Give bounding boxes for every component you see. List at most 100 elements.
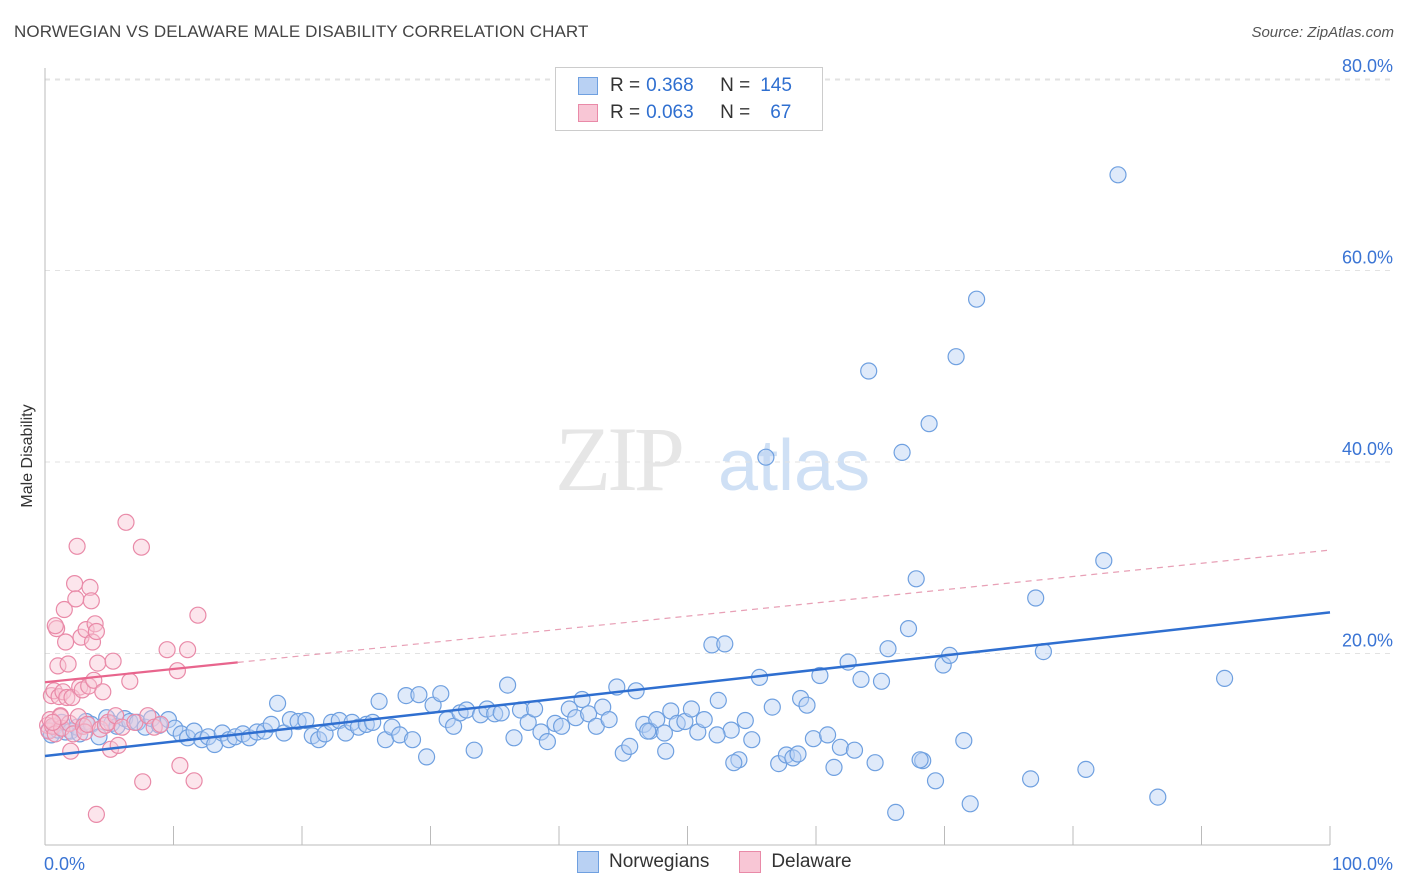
delaware-point <box>56 633 75 651</box>
norwegians-point <box>573 690 591 709</box>
norwegians-point <box>364 713 382 732</box>
norwegians-point <box>961 795 979 813</box>
norwegians-point <box>743 731 761 749</box>
norwegians-point <box>179 729 197 747</box>
norwegians-point <box>955 731 973 750</box>
delaware-point <box>58 688 76 707</box>
norwegians-point <box>1109 166 1127 184</box>
y-tick-label: 60.0% <box>1342 248 1393 268</box>
norwegians-point <box>465 741 483 759</box>
norwegians-point <box>1021 770 1040 788</box>
norwegians-point <box>614 744 632 762</box>
norwegians-point <box>818 726 837 744</box>
delaware-trendline-dashed <box>237 549 1331 664</box>
delaware-point <box>171 756 189 775</box>
delaware-point <box>104 652 122 670</box>
delaware-point <box>81 578 99 597</box>
norwegians-point <box>893 443 911 461</box>
delaware-point <box>121 672 139 690</box>
norwegians-point <box>911 751 929 769</box>
norwegians-point <box>639 722 657 740</box>
norwegians-point <box>967 290 986 308</box>
delaware-legend-icon <box>739 851 762 873</box>
norwegians-point <box>725 754 743 772</box>
delaware-point <box>87 622 106 641</box>
delaware-point <box>78 715 97 734</box>
norwegians-point <box>831 738 850 756</box>
watermark-atlas: atlas <box>718 426 870 506</box>
n-label: N = <box>720 75 751 96</box>
norwegians-point <box>310 731 328 749</box>
legend-item-delaware: Delaware <box>739 851 852 873</box>
delaware-point <box>109 736 127 755</box>
delaware-point <box>132 538 150 556</box>
delaware-point <box>82 592 100 610</box>
norwegians-point <box>432 685 450 703</box>
delaware-point <box>185 772 203 790</box>
delaware-point <box>117 513 135 531</box>
delaware-point <box>113 718 131 736</box>
norwegians-point <box>269 694 287 712</box>
delaware-swatch-icon <box>578 104 598 122</box>
y-tick-label: 80.0% <box>1342 56 1393 76</box>
norwegians-point <box>579 705 598 723</box>
norwegians-point <box>492 704 510 722</box>
norwegians-point <box>391 726 409 744</box>
norwegians-point <box>757 448 775 466</box>
norwegians-point <box>947 348 965 366</box>
norwegians-point <box>716 635 734 653</box>
norwegians-point <box>648 710 666 729</box>
norwegians-point <box>418 748 436 766</box>
norwegians-point <box>899 619 918 638</box>
norwegians-trendline <box>44 611 1331 758</box>
r-label: R = <box>610 75 641 96</box>
norwegians-point <box>695 710 713 729</box>
norwegians-point <box>763 698 781 716</box>
norwegians-point <box>621 737 639 756</box>
watermark-zip: ZIP <box>555 408 682 510</box>
delaware-point <box>67 590 85 608</box>
norwegians-point <box>926 772 945 790</box>
norwegians-point <box>1077 760 1095 779</box>
norwegians-point <box>532 723 550 741</box>
delaware-point <box>94 683 112 701</box>
norwegians-point <box>655 724 674 742</box>
norwegians-point <box>789 745 807 763</box>
norwegians-point <box>1149 788 1167 806</box>
norwegians-point <box>600 710 618 729</box>
n-label: N = <box>720 102 751 123</box>
norwegians-point <box>887 803 905 822</box>
delaware-point <box>168 662 186 680</box>
x-tick-label-min: 0.0% <box>44 854 85 874</box>
delaware-point <box>65 574 84 593</box>
norwegians-point <box>370 692 388 711</box>
delaware-point <box>60 714 79 733</box>
norwegians-point <box>866 754 884 772</box>
norwegians-point <box>934 656 952 674</box>
norwegians-point <box>703 636 721 654</box>
norwegians-point <box>410 686 428 704</box>
norwegians-legend-icon <box>577 851 599 873</box>
norwegians-point <box>560 700 578 718</box>
norwegians-point <box>682 700 701 718</box>
legend-row-delaware: R = 0.063 N = 67 <box>578 101 791 125</box>
correlation-legend: R = 0.368 N = 145 R = 0.063 N = 67 <box>555 67 823 131</box>
norwegians-point <box>525 700 544 718</box>
delaware-point <box>89 654 107 672</box>
delaware-point <box>59 655 77 673</box>
norwegians-point <box>1215 669 1234 688</box>
norwegians-point <box>1095 551 1113 570</box>
delaware-point <box>87 805 106 824</box>
delaware-point <box>68 537 86 555</box>
norwegians-point <box>403 731 422 749</box>
norwegians-point <box>709 691 727 710</box>
norwegians-point <box>297 711 315 730</box>
legend-item-norwegians: Norwegians <box>577 851 709 873</box>
norwegians-point <box>845 741 864 759</box>
norwegians-point <box>798 696 816 714</box>
n-value: 67 <box>770 102 792 123</box>
norwegians-point <box>920 415 938 433</box>
norwegians-point <box>852 670 870 689</box>
series-legend: Norwegians Delaware <box>577 851 882 873</box>
